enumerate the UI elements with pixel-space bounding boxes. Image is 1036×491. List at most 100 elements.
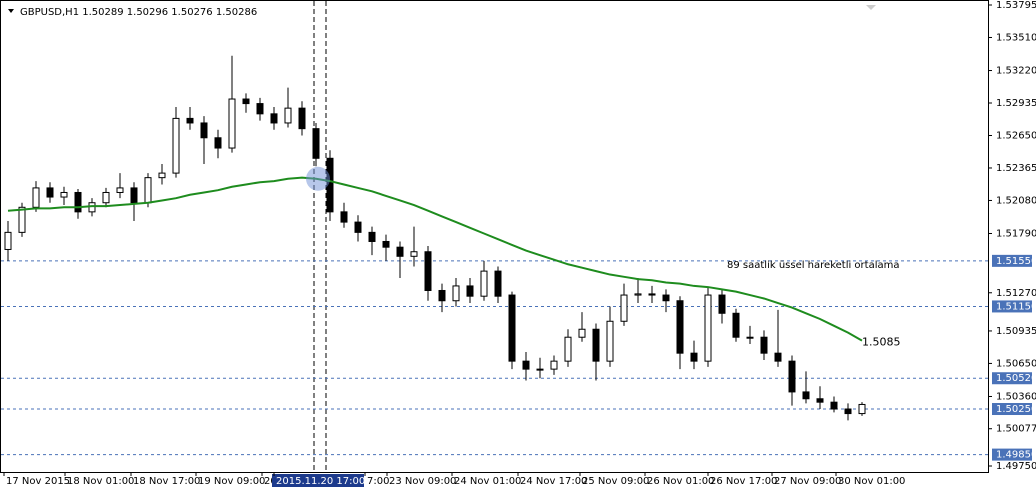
x-tick-label: 24 Nov 01:00: [454, 476, 521, 487]
candle-body: [172, 117, 180, 174]
y-tick-label: 1.52365: [996, 163, 1036, 174]
y-tick-label: 1.50360: [996, 391, 1036, 402]
plot-frame: [0, 0, 989, 473]
y-tick-label: 1.53220: [996, 66, 1036, 77]
x-tick-label: 2015.11.20 17:00: [276, 476, 365, 487]
candle-body: [634, 293, 642, 296]
level-label: 1.49850: [996, 450, 1036, 461]
level-label-bg: [992, 448, 1032, 461]
candle-body: [718, 294, 726, 314]
y-tick-label: 1.52080: [996, 195, 1036, 206]
candle-body: [158, 172, 166, 179]
x-tick-label: 27 Nov 09:00: [774, 476, 841, 487]
candle-body: [298, 107, 306, 130]
candle-body: [102, 191, 110, 204]
level-label-bg: [992, 300, 1032, 313]
candle-body: [788, 360, 796, 393]
candle-body: [858, 403, 866, 415]
candle-body: [592, 328, 600, 362]
candle-body: [438, 289, 446, 302]
candle-body: [550, 360, 558, 370]
y-tick-label: 1.50077: [996, 424, 1036, 435]
x-tick-label: 19 Nov 09:00: [198, 476, 265, 487]
candle-body: [774, 352, 782, 362]
candle-body: [144, 177, 152, 204]
candle-body: [662, 294, 670, 302]
candle-body: [130, 187, 138, 204]
candle-body: [760, 336, 768, 354]
x-tick-label: 18 Nov 17:00: [133, 476, 200, 487]
candle-body: [228, 98, 236, 149]
level-label: 1.50250: [996, 404, 1036, 415]
y-tick-label: 1.51790: [996, 229, 1036, 240]
candle-body: [354, 221, 362, 233]
candle-body: [214, 137, 222, 149]
candle-body: [340, 211, 348, 223]
candle-body: [816, 398, 824, 403]
x-tick-label: 26 Nov 17:00: [710, 476, 777, 487]
x-tick-label: 26 Nov 01:00: [647, 476, 714, 487]
y-tick-label: 1.49750: [996, 461, 1036, 472]
ema-line: [7, 176, 863, 342]
y-tick-label: 1.53510: [996, 32, 1036, 43]
x-highlight-bg: [272, 474, 364, 487]
candle-body: [410, 251, 418, 257]
x-tick-label: 18 Nov 01:00: [67, 476, 134, 487]
level-label-bg: [992, 254, 1032, 267]
candle-body: [508, 294, 516, 362]
candle-body: [536, 368, 544, 371]
candle-body: [74, 191, 82, 213]
level-label: 1.51550: [996, 256, 1036, 267]
menu-arrow[interactable]: [8, 9, 14, 13]
chart-title: GBPUSD,H1 1.50289 1.50296 1.50276 1.5028…: [20, 7, 257, 18]
candle-body: [844, 408, 852, 415]
candle-body: [242, 98, 250, 105]
candle-body: [732, 312, 740, 338]
candle-body: [368, 231, 376, 242]
candle-body: [312, 128, 320, 159]
y-tick-label: 1.52935: [996, 98, 1036, 109]
candle-body: [186, 117, 194, 124]
candle-body: [564, 336, 572, 362]
candle-body: [746, 336, 754, 339]
x-tick-label: 20: [264, 476, 277, 487]
level-label-bg: [992, 372, 1032, 385]
candle-body: [116, 187, 124, 193]
highlight-point: [306, 166, 330, 191]
candle-body: [46, 187, 54, 198]
candle-body: [830, 401, 838, 410]
candle-body: [256, 103, 264, 115]
x-tick-label: 30 Nov 01:00: [838, 476, 905, 487]
candle-body: [466, 285, 474, 297]
candle-body: [270, 113, 278, 124]
y-tick-label: 1.51270: [996, 288, 1036, 299]
y-tick-label: 1.50935: [996, 326, 1036, 337]
level-label-bg: [992, 403, 1032, 416]
ema-name: 89 saatlik üssel hareketli ortalama: [727, 260, 900, 271]
scroll-marker: [866, 5, 876, 10]
candle-body: [18, 206, 26, 233]
candle-body: [284, 107, 292, 124]
candle-body: [32, 187, 40, 208]
candle-body: [4, 231, 12, 250]
candle-body: [200, 122, 208, 139]
candle-body: [452, 285, 460, 302]
candle-body: [676, 300, 684, 354]
y-tick-label: 1.52650: [996, 130, 1036, 141]
x-tick-label: 25 Nov 09:00: [582, 476, 649, 487]
x-tick-label: 24 Nov 17:00: [520, 476, 587, 487]
candle-body: [494, 270, 502, 297]
x-tick-label: 7:00: [367, 476, 389, 487]
candle-body: [396, 246, 404, 257]
candle-body: [802, 391, 810, 400]
candle-body: [690, 352, 698, 362]
level-label: 1.50520: [996, 373, 1036, 384]
y-tick-label: 1.50650: [996, 358, 1036, 369]
candle-body: [648, 293, 656, 296]
candle-body: [620, 294, 628, 322]
candle-body: [704, 294, 712, 362]
x-tick-label: 23 Nov 09:00: [389, 476, 456, 487]
candle-body: [606, 320, 614, 362]
